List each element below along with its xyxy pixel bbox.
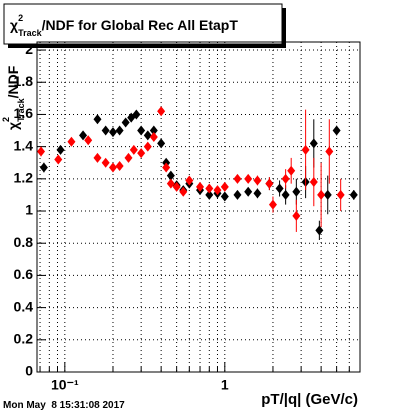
marker	[281, 173, 290, 184]
marker	[281, 189, 290, 200]
marker	[332, 125, 341, 136]
marker	[349, 189, 358, 200]
marker	[253, 175, 262, 186]
marker	[157, 138, 166, 149]
marker	[166, 170, 175, 181]
marker	[121, 117, 130, 128]
marker	[54, 154, 63, 165]
marker	[108, 127, 117, 138]
marker	[292, 210, 301, 221]
y-tick-label: 1	[25, 202, 33, 218]
frame	[36, 41, 361, 373]
marker	[233, 189, 242, 200]
marker	[275, 183, 284, 194]
marker	[317, 189, 326, 200]
marker	[325, 146, 334, 157]
marker	[37, 146, 46, 157]
title-text: /NDF for Global Rec All EtapT	[42, 17, 239, 33]
marker	[205, 189, 214, 200]
marker	[179, 186, 188, 197]
marker	[323, 189, 332, 200]
marker	[143, 130, 152, 141]
marker	[143, 141, 152, 152]
x-axis-label: pT/|q| (GeV/c)	[261, 391, 358, 408]
title-symbol: χ	[10, 17, 18, 33]
marker	[101, 157, 110, 168]
marker	[336, 189, 345, 200]
marker	[132, 109, 141, 120]
y-tick-label: 1.4	[14, 137, 34, 153]
marker	[287, 165, 296, 176]
y-tick-label: 1.2	[14, 170, 34, 186]
marker	[137, 125, 146, 136]
y-tick-label: 1.6	[14, 105, 34, 121]
marker	[301, 144, 310, 155]
marker	[213, 185, 222, 196]
marker	[39, 162, 48, 173]
y-tick-label: 1.8	[14, 73, 34, 89]
marker	[268, 199, 277, 210]
marker	[115, 125, 124, 136]
y-label-sup: 2	[1, 117, 11, 122]
y-tick-label: 0.8	[14, 234, 34, 250]
marker	[309, 138, 318, 149]
marker	[115, 160, 124, 171]
marker	[93, 152, 102, 163]
y-label-sub: Track	[16, 97, 26, 122]
x-tick-label: 1	[221, 377, 229, 393]
marker	[292, 186, 301, 197]
y-label-symbol: χ	[5, 122, 21, 130]
y-tick-label: 0.2	[14, 331, 34, 347]
marker	[56, 144, 65, 155]
marker	[108, 162, 117, 173]
marker	[315, 225, 324, 236]
title-sup: 2	[18, 13, 23, 23]
x-tick-label: 10⁻¹	[51, 377, 79, 393]
marker	[84, 135, 93, 146]
marker	[220, 191, 229, 202]
chart-title: χ2 Track/NDF for Global Rec All EtapT	[10, 13, 238, 38]
footer: Mon May 8 15:31:08 2017	[3, 400, 125, 411]
marker	[244, 173, 253, 184]
marker	[265, 178, 274, 189]
y-tick-label: 0.4	[14, 298, 34, 314]
y-axis-label: χ2 Track/NDF	[1, 65, 26, 130]
marker	[253, 188, 262, 199]
marker	[67, 136, 76, 147]
y-label-text: /NDF	[5, 65, 21, 98]
marker	[196, 181, 205, 192]
marker	[157, 106, 166, 117]
marker	[79, 130, 88, 141]
marker	[129, 144, 138, 155]
marker	[185, 175, 194, 186]
marker	[101, 125, 110, 136]
y-tick-label: 0.6	[14, 266, 34, 282]
marker	[220, 181, 229, 192]
marker	[233, 173, 242, 184]
marker	[162, 162, 171, 173]
marker	[205, 183, 214, 194]
marker	[244, 186, 253, 197]
marker	[309, 177, 318, 188]
y-tick-label: 2	[25, 41, 33, 57]
marker	[166, 178, 175, 189]
marker	[137, 148, 146, 159]
title-box	[3, 3, 283, 45]
marker	[93, 114, 102, 125]
marker	[172, 181, 181, 192]
y-tick-label: 0	[25, 363, 33, 379]
marker	[124, 152, 133, 163]
marker	[149, 125, 158, 136]
title-sub: Track	[18, 28, 43, 38]
marker	[149, 131, 158, 142]
